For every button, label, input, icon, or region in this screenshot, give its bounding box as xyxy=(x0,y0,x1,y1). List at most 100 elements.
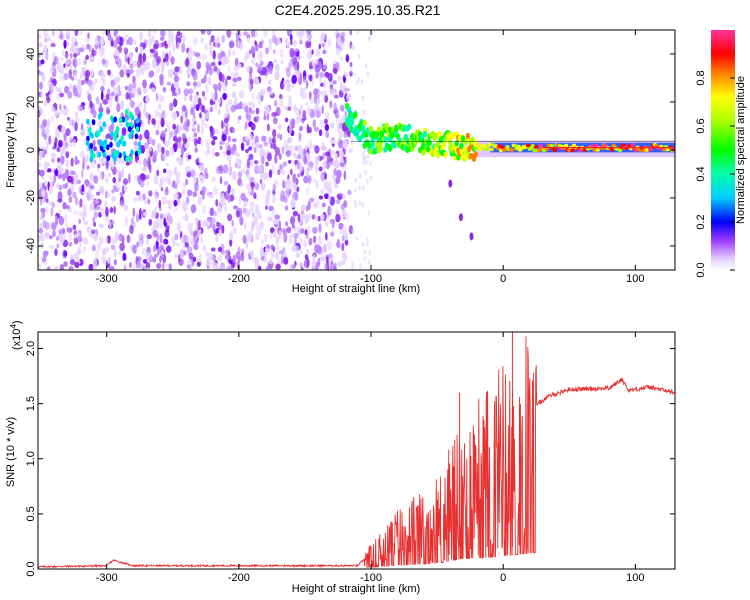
noise-blob xyxy=(101,248,107,256)
noise-blob xyxy=(295,116,300,125)
noise-blob xyxy=(129,69,135,74)
noise-blob xyxy=(285,221,289,227)
noise-blob xyxy=(99,185,105,192)
noise-blob xyxy=(271,209,277,218)
noise-blob xyxy=(339,133,343,138)
noise-blob xyxy=(54,215,59,226)
noise-blob xyxy=(39,232,45,242)
noise-blob xyxy=(78,218,82,224)
noise-blob xyxy=(186,68,192,77)
noise-blob xyxy=(100,207,105,216)
noise-blob xyxy=(333,168,337,177)
noise-blob xyxy=(368,250,371,256)
noise-blob xyxy=(255,78,260,86)
noise-blob xyxy=(324,118,328,125)
noise-blob xyxy=(44,231,50,239)
noise-blob xyxy=(114,30,119,35)
noise-blob xyxy=(215,199,219,207)
signal-blob xyxy=(536,148,542,152)
noise-blob xyxy=(102,99,108,105)
noise-blob xyxy=(94,36,98,46)
noise-blob xyxy=(317,155,320,162)
noise-blob xyxy=(74,155,78,166)
noise-blob xyxy=(366,238,369,243)
noise-blob xyxy=(199,165,205,172)
noise-blob xyxy=(366,153,370,159)
noise-blob xyxy=(110,244,116,250)
noise-blob xyxy=(44,251,49,256)
noise-blob xyxy=(272,117,278,125)
noise-blob xyxy=(162,86,167,93)
noise-blob xyxy=(63,72,69,81)
noise-blob xyxy=(128,173,131,184)
noise-blob xyxy=(176,41,181,50)
noise-blob xyxy=(233,205,239,210)
noise-blob xyxy=(298,131,302,142)
noise-blob xyxy=(122,178,129,185)
noise-blob xyxy=(45,197,49,203)
noise-blob xyxy=(170,56,175,65)
noise-blob xyxy=(296,226,301,236)
noise-blob xyxy=(96,191,101,196)
noise-blob xyxy=(54,109,59,116)
noise-blob xyxy=(138,53,143,63)
noise-blob xyxy=(100,90,104,101)
noise-blob xyxy=(155,222,160,230)
noise-blob xyxy=(67,90,73,99)
noise-blob xyxy=(290,148,293,156)
noise-blob xyxy=(231,91,237,99)
noise-blob xyxy=(93,146,97,152)
noise-blob xyxy=(292,152,297,157)
noise-blob xyxy=(272,30,276,36)
cluster-blob xyxy=(118,117,123,123)
noise-blob xyxy=(49,235,53,240)
noise-blob xyxy=(268,136,272,145)
noise-blob xyxy=(299,236,303,246)
noise-blob xyxy=(40,90,43,99)
signal-blob xyxy=(379,130,385,137)
noise-blob xyxy=(183,88,189,97)
noise-blob xyxy=(64,141,68,149)
noise-blob xyxy=(165,122,171,127)
noise-blob xyxy=(226,75,232,80)
noise-blob xyxy=(169,130,174,138)
noise-blob xyxy=(222,92,227,101)
noise-blob xyxy=(173,207,178,212)
noise-blob xyxy=(213,210,217,217)
noise-blob xyxy=(301,30,305,35)
noise-blob xyxy=(212,136,218,141)
noise-blob xyxy=(250,45,256,55)
noise-blob xyxy=(156,143,162,153)
noise-blob xyxy=(315,73,319,79)
noise-blob xyxy=(168,263,172,269)
noise-blob xyxy=(120,100,124,110)
noise-blob xyxy=(363,148,366,154)
noise-blob xyxy=(347,189,352,195)
noise-blob xyxy=(158,181,163,191)
signal-blob xyxy=(394,125,399,132)
noise-blob xyxy=(180,250,185,260)
noise-blob xyxy=(193,243,199,251)
noise-blob xyxy=(321,202,326,208)
noise-blob xyxy=(161,262,165,270)
noise-blob xyxy=(185,165,192,173)
noise-blob xyxy=(277,169,281,176)
noise-blob xyxy=(252,77,257,82)
noise-blob xyxy=(195,104,200,112)
noise-blob xyxy=(95,96,100,105)
noise-blob xyxy=(243,201,247,208)
noise-blob xyxy=(75,117,80,122)
noise-blob xyxy=(294,183,298,191)
x-tick-label: -100 xyxy=(360,273,382,285)
noise-blob xyxy=(182,187,186,196)
noise-blob xyxy=(143,157,148,168)
noise-blob xyxy=(191,100,195,107)
noise-blob xyxy=(231,82,237,87)
noise-blob xyxy=(183,95,187,101)
snr-frame xyxy=(37,331,676,570)
noise-blob xyxy=(283,233,288,243)
noise-blob xyxy=(167,169,173,178)
noise-blob xyxy=(241,168,246,175)
noise-blob xyxy=(313,235,317,244)
noise-blob xyxy=(220,250,225,255)
